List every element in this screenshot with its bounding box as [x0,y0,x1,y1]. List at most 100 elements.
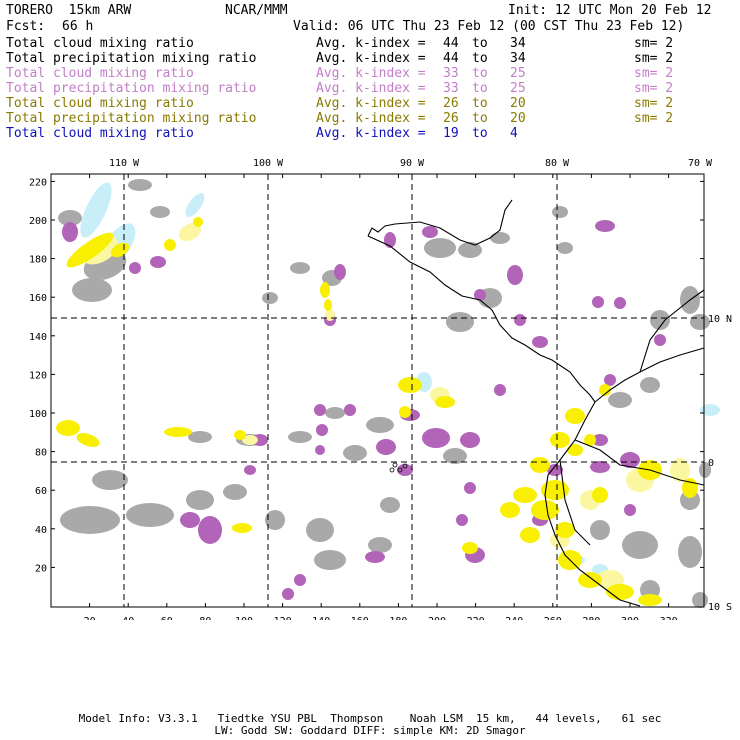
cloud-blob [592,487,608,503]
cloud-blob [198,516,222,544]
cloud-blob [608,392,632,408]
coastlines [367,199,705,607]
cloud-blob [188,431,212,443]
cloud-blob [592,434,608,446]
x-tick-label: 320 [660,616,678,620]
cloud-blob [334,264,346,280]
cloud-blob [324,299,332,311]
legend-from: 26 [443,96,459,111]
cloud-blob [164,239,176,251]
legend-sm: sm= 2 [634,96,674,111]
y-tick-label: 80 [35,448,47,459]
cloud-blob [80,182,112,238]
legend-to: to [472,36,488,51]
cloud-blob [56,420,80,436]
legend-end: 25 [510,81,526,96]
cloud-blob [599,384,611,396]
cloud-blob [397,464,413,476]
cloud-blob [150,256,166,268]
x-tick-label: 20 [84,616,96,620]
cloud-blob [547,464,563,476]
cloud-blob [456,514,468,526]
cloud-blob [670,458,690,482]
longitude-label: 90 W [400,158,425,169]
legend-end: 34 [510,36,526,51]
cloud-blob [700,404,720,416]
cloud-blob [365,551,385,563]
x-tick-label: 260 [544,616,562,620]
legend-name: Total cloud mixing ratio [6,36,194,51]
x-tick-label: 40 [122,616,134,620]
legend-idx: Avg. k-index = [316,126,426,141]
cloud-blob [650,310,670,330]
legend-sm: sm= 2 [634,51,674,66]
cloud-blob [555,522,575,538]
coastline-segment [574,439,705,486]
cloud-blob [294,574,306,586]
legend-sm: sm= 2 [634,111,674,126]
y-tick-label: 220 [29,177,47,188]
cloud-blob [622,531,658,559]
x-tick-label: 60 [161,616,173,620]
cloud-blob [344,404,356,416]
y-tick-label: 180 [29,255,47,266]
cloud-blob [640,377,660,393]
cloud-blob [690,314,710,330]
cloud-blob [692,592,708,608]
cloud-blob [513,487,537,503]
x-tick-label: 300 [621,616,639,620]
cloud-blob [565,408,585,424]
cloud-blob [557,242,573,254]
legend-from: 26 [443,111,459,126]
map-frame [50,173,705,608]
legend-from: 44 [443,36,459,51]
cloud-blob [110,242,130,258]
cloud-blob [620,452,640,468]
cloud-blob [424,238,456,258]
cloud-blob [606,584,634,600]
cloud-blob [242,435,258,445]
cloud-blob [290,262,310,274]
legend-idx: Avg. k-index = [316,96,426,111]
cloud-blob [232,523,252,533]
legend-end: 4 [510,126,518,141]
cloud-blob [316,424,328,436]
x-tick-label: 200 [428,616,446,620]
cloud-blob [368,537,392,553]
physics-info: LW: Godd SW: Goddard DIFF: simple KM: 2D… [214,724,526,737]
cloud-blob [66,232,114,268]
cloud-blob [60,506,120,534]
cloud-blob [384,232,396,248]
init-time: Init: 12 UTC Mon 20 Feb 12 [508,3,712,18]
cloud-blob [185,193,205,217]
cloud-blob [604,374,616,386]
valid-time: Valid: 06 UTC Thu 23 Feb 12 (00 CST Thu … [293,19,685,34]
mixing-ratio-fields [56,179,720,608]
cloud-blob [590,461,610,473]
legend-name: Total precipitation mixing ratio [6,111,257,126]
x-tick-label: 160 [351,616,369,620]
cloud-blob [164,427,192,437]
cloud-blob [129,262,141,274]
cloud-blob [422,428,450,448]
cloud-blob [126,503,174,527]
cloud-blob [282,588,294,600]
cloud-blob [532,336,548,348]
cloud-blob [180,512,200,528]
model-info: Model Info: V3.3.1 Tiedtke YSU PBL Thomp… [78,712,662,725]
legend-from: 44 [443,51,459,66]
cloud-blob [490,232,510,244]
cloud-blob [678,536,702,568]
legend-sm: sm= 2 [634,81,674,96]
legend-from: 33 [443,81,459,96]
cloud-blob [325,407,345,419]
cloud-blob [550,432,570,448]
legend-from: 19 [443,126,459,141]
cloud-blob [58,210,82,226]
legend-idx: Avg. k-index = [316,36,426,51]
coastline-segment [367,235,596,403]
cloud-blob [541,480,569,500]
legend-to: to [472,96,488,111]
cloud-blob [494,384,506,396]
cloud-blob [462,542,478,554]
